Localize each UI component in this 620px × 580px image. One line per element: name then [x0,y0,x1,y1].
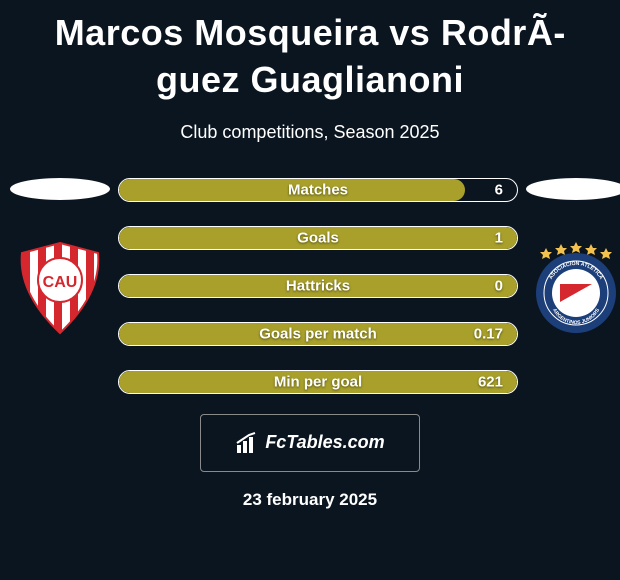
date-text: 23 february 2025 [243,490,377,510]
stats-column: Matches 6 Goals 1 Hattricks 0 Goals per … [110,178,526,394]
stat-label: Hattricks [286,277,350,294]
stat-label: Min per goal [274,373,362,390]
stat-value: 0.17 [474,325,503,342]
right-ellipse [526,178,620,200]
stat-value: 1 [495,229,503,246]
right-side: ASOCIACION ATLETICA ARGENTINOS JUNIORS [526,178,620,338]
stat-label: Matches [288,181,348,198]
left-crest: CAU [10,238,110,338]
stat-bar-matches: Matches 6 [118,178,518,202]
stat-bar-hattricks: Hattricks 0 [118,274,518,298]
stat-bar-goals-per-match: Goals per match 0.17 [118,322,518,346]
brand-text: FcTables.com [265,432,384,453]
content-row: CAU Matches 6 Goals 1 Hattricks 0 [0,178,620,394]
badge-icon: ASOCIACION ATLETICA ARGENTINOS JUNIORS [526,238,620,338]
stat-label: Goals [297,229,339,246]
brand-box[interactable]: FcTables.com [200,414,420,472]
subtitle: Club competitions, Season 2025 [180,122,439,143]
left-side: CAU [10,178,110,338]
shield-icon: CAU [10,238,110,338]
stat-bar-goals: Goals 1 [118,226,518,250]
stat-label: Goals per match [259,325,377,342]
stat-value: 0 [495,277,503,294]
svg-text:CAU: CAU [43,274,78,291]
stat-value: 621 [478,373,503,390]
stat-bar-min-per-goal: Min per goal 621 [118,370,518,394]
comparison-card: Marcos Mosqueira vs RodrÃ­guez Guagliano… [0,0,620,510]
stat-value: 6 [495,181,503,198]
left-ellipse [10,178,110,200]
right-crest: ASOCIACION ATLETICA ARGENTINOS JUNIORS [526,238,620,338]
chart-icon [235,431,259,455]
page-title: Marcos Mosqueira vs RodrÃ­guez Guagliano… [0,10,620,104]
